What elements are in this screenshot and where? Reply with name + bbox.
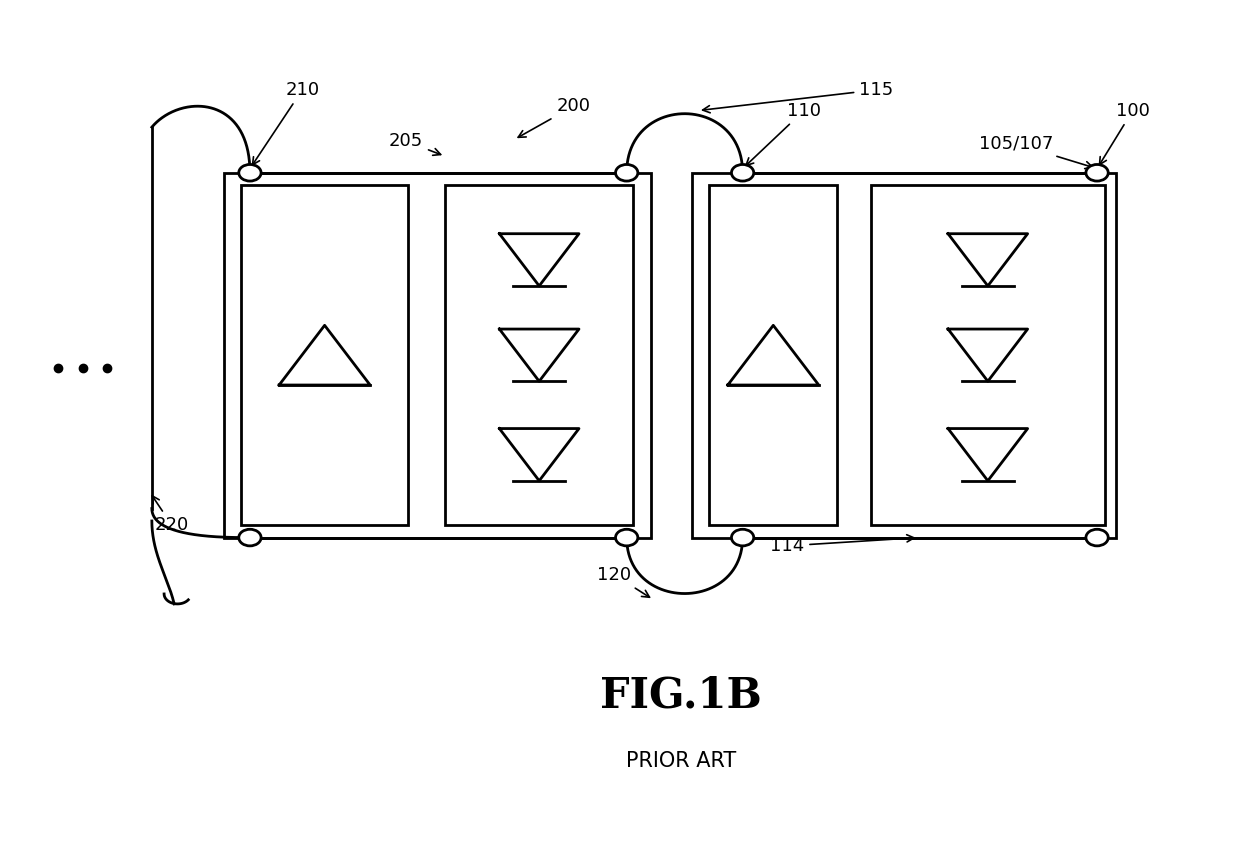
Text: 114: 114 <box>770 534 914 555</box>
Circle shape <box>239 529 262 546</box>
Text: FIG.1B: FIG.1B <box>600 674 763 716</box>
Polygon shape <box>500 428 579 481</box>
Text: 200: 200 <box>518 98 590 137</box>
Text: 205: 205 <box>389 132 440 155</box>
Circle shape <box>615 164 637 181</box>
Text: 105/107: 105/107 <box>978 135 1092 169</box>
Bar <box>241 185 408 525</box>
Circle shape <box>239 164 262 181</box>
Bar <box>445 185 634 525</box>
Circle shape <box>732 529 754 546</box>
Polygon shape <box>500 329 579 381</box>
Text: 110: 110 <box>746 102 821 165</box>
Polygon shape <box>949 234 1028 286</box>
Text: PRIOR ART: PRIOR ART <box>626 751 737 771</box>
Polygon shape <box>949 329 1028 381</box>
Text: 220: 220 <box>153 496 188 534</box>
Text: 210: 210 <box>253 81 320 164</box>
Circle shape <box>1086 164 1109 181</box>
Polygon shape <box>949 428 1028 481</box>
Circle shape <box>732 164 754 181</box>
Polygon shape <box>500 234 579 286</box>
Bar <box>709 185 837 525</box>
Bar <box>224 173 651 538</box>
Bar <box>692 173 1116 538</box>
Text: 100: 100 <box>1100 102 1149 164</box>
Text: 120: 120 <box>598 566 650 597</box>
Polygon shape <box>279 325 370 385</box>
Bar <box>870 185 1105 525</box>
Circle shape <box>615 529 637 546</box>
Polygon shape <box>728 325 818 385</box>
Circle shape <box>1086 529 1109 546</box>
Text: 115: 115 <box>703 81 894 113</box>
